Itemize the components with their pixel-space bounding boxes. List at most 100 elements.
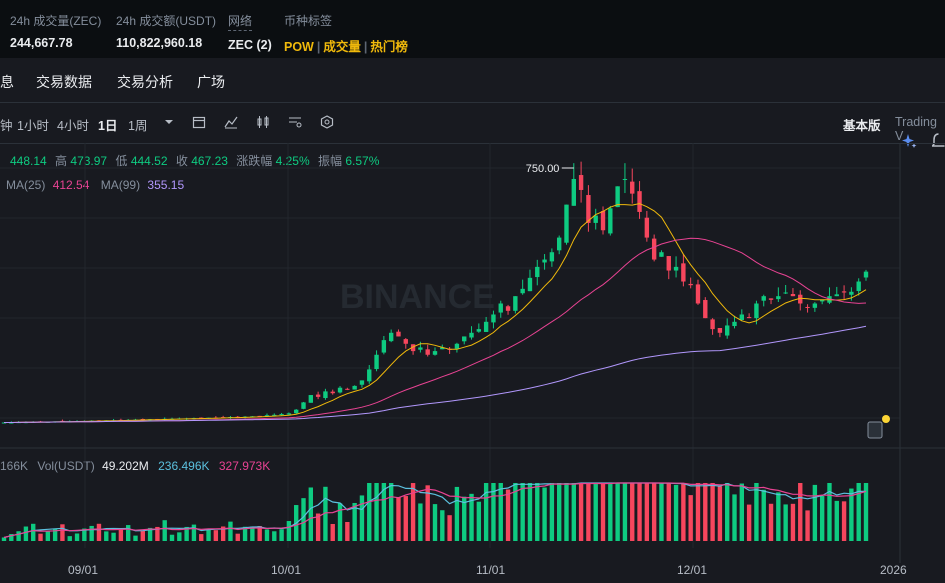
candle-body — [374, 354, 379, 370]
volume-bar — [651, 483, 657, 541]
volume-bar — [513, 483, 518, 541]
volume-bar — [388, 483, 394, 541]
close-label: 收 — [175, 154, 188, 168]
stat-label: 币种标签 — [284, 14, 333, 28]
volume-bar — [323, 486, 328, 541]
candle-body — [403, 339, 408, 344]
stat-volume-usdt: 24h 成交额(USDT) 110,822,960.18 — [116, 12, 216, 50]
candle-body — [710, 319, 715, 330]
volume-bar — [819, 495, 825, 541]
interval-1w[interactable]: 1周 — [128, 119, 148, 133]
volume-bar — [111, 532, 116, 541]
open-value: 448.14 — [10, 154, 47, 168]
candle-body — [476, 329, 482, 332]
basic-view-button[interactable]: 基本版 — [843, 119, 881, 133]
settings-list-icon[interactable] — [288, 115, 302, 129]
tab-square[interactable]: 广场 — [197, 74, 225, 90]
change-label: 涨跌幅 — [236, 154, 273, 168]
tag-pow[interactable]: POW — [284, 40, 314, 54]
candle-body — [725, 325, 730, 336]
volume-bar — [31, 523, 36, 541]
volume-bar — [732, 494, 737, 541]
volume-bar — [725, 483, 730, 541]
volume-bar — [242, 526, 248, 541]
candle-body — [432, 351, 438, 355]
interval-1h[interactable]: 1小时 — [17, 119, 49, 133]
ma99-label: MA(99) — [100, 178, 141, 192]
tag-hot[interactable]: 热门榜 — [370, 40, 408, 54]
volume-bar — [491, 483, 496, 541]
volume-bar — [754, 483, 759, 541]
volume-bar — [352, 502, 357, 541]
stat-value[interactable]: ZEC (2) — [228, 38, 272, 52]
volume-bar — [67, 536, 72, 541]
tab-trading-data[interactable]: 交易数据 — [36, 74, 92, 90]
volume-bar — [162, 520, 167, 541]
volume-bar — [549, 483, 555, 541]
candle-body — [600, 211, 606, 231]
candle-body — [513, 296, 518, 311]
volume-bar — [286, 521, 292, 541]
volume-bar — [578, 483, 584, 541]
candle-body — [593, 215, 598, 223]
candle-body — [491, 314, 496, 323]
volume-bar — [798, 483, 803, 541]
ma25-line — [4, 237, 867, 423]
stat-coin-tags: 币种标签 POW | 成交量 | 热门榜 — [284, 12, 408, 55]
volume-left-value: 166K — [0, 459, 29, 473]
hexagon-settings-icon[interactable] — [320, 115, 334, 129]
volume-bar — [206, 529, 211, 541]
tab-info[interactable]: 息 — [0, 74, 14, 90]
candle-body — [425, 349, 430, 355]
candle-body — [776, 296, 781, 300]
stat-label: 网络 — [228, 12, 253, 31]
volume-bar — [23, 526, 29, 541]
candle-body — [673, 266, 679, 271]
volume-readout: 166K Vol(USDT) 49.202M 236.496K 327.973K — [0, 459, 270, 473]
chevron-down-icon[interactable] — [162, 115, 176, 129]
event-notification-dot — [882, 415, 890, 423]
volume-bar — [447, 515, 452, 541]
volume-bar — [630, 483, 635, 541]
volume-bar — [330, 523, 335, 541]
candle-body — [783, 292, 788, 294]
stat-network[interactable]: 网络 ZEC (2) — [228, 12, 272, 52]
volume-bar — [600, 483, 606, 541]
volume-bar — [118, 529, 124, 541]
indicator-icon[interactable] — [224, 115, 238, 129]
volume-bar — [308, 487, 314, 541]
tab-trading-analysis[interactable]: 交易分析 — [117, 74, 173, 90]
candle-body — [469, 332, 474, 338]
calendar-icon[interactable] — [192, 115, 206, 129]
volume-bar — [220, 526, 226, 541]
volume-bar — [213, 530, 219, 541]
interval-1d[interactable]: 1日 — [98, 119, 118, 133]
candle-body — [805, 306, 810, 308]
volume-bar — [768, 503, 774, 541]
event-marker-icon — [867, 421, 883, 439]
ai-sparkle-icon[interactable] — [900, 132, 918, 150]
high-value: 473.97 — [70, 154, 108, 168]
candle-body — [695, 284, 701, 304]
candle-body — [323, 391, 328, 399]
volume-bar — [535, 483, 540, 541]
tradingview-button[interactable]: Trading V — [895, 115, 937, 143]
candle-body — [345, 388, 350, 390]
stat-label: 24h 成交额(USDT) — [116, 14, 217, 28]
volume-bar — [637, 483, 642, 541]
interval-minute[interactable]: 钟 — [0, 119, 13, 133]
volume-bar — [359, 495, 365, 541]
candle-type-icon[interactable] — [256, 115, 270, 129]
interval-4h[interactable]: 4小时 — [57, 119, 89, 133]
stat-value: 244,667.78 — [10, 36, 73, 50]
candle-body — [768, 298, 774, 300]
volume-bar — [52, 528, 58, 541]
candle-body — [454, 343, 460, 349]
candlestick-chart[interactable]: BINANCE 750.00 — [0, 143, 945, 563]
volume-bar — [337, 503, 343, 541]
candle-body — [337, 387, 343, 393]
x-label-nov: 11/01 — [476, 563, 506, 577]
tag-volume[interactable]: 成交量 — [323, 40, 361, 54]
volume-bar — [250, 526, 255, 541]
volume-bar — [498, 483, 503, 541]
